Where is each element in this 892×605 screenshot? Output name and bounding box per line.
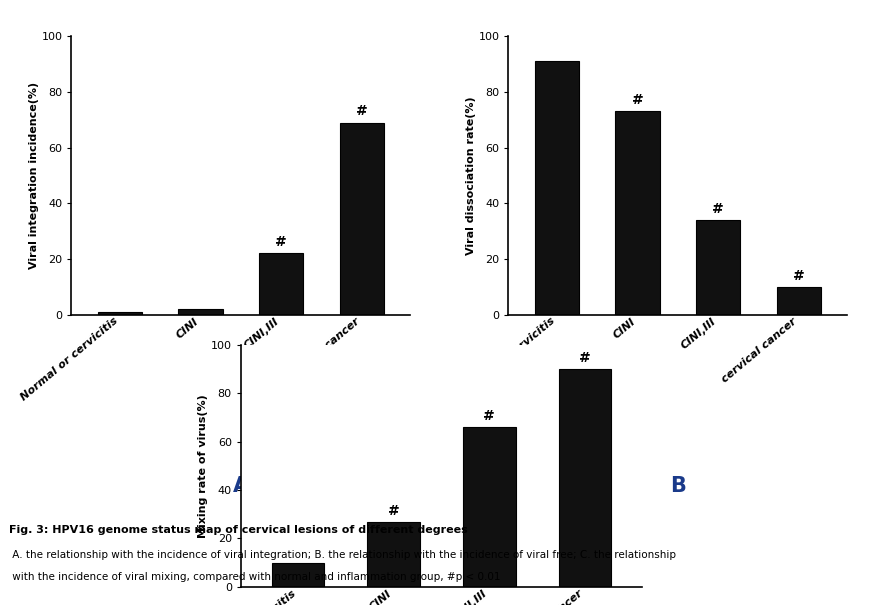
Text: #: # (388, 504, 400, 518)
Text: #: # (579, 352, 591, 365)
Bar (558, 369, 611, 587)
Bar (534, 61, 579, 315)
Y-axis label: Mixing rate of virus(%): Mixing rate of virus(%) (198, 394, 208, 538)
Text: with the incidence of viral mixing, compared with normal and inflammation group,: with the incidence of viral mixing, comp… (9, 572, 500, 582)
Bar (259, 253, 303, 315)
Bar (272, 563, 325, 587)
Y-axis label: Viral integration incidence(%): Viral integration incidence(%) (29, 82, 38, 269)
Bar (615, 111, 660, 315)
Bar (777, 287, 822, 315)
Text: B: B (670, 476, 686, 496)
Bar (97, 312, 142, 315)
Text: #: # (483, 410, 495, 424)
Y-axis label: Viral dissociation rate(%): Viral dissociation rate(%) (466, 96, 475, 255)
Text: #: # (356, 105, 368, 119)
Bar (463, 427, 516, 587)
Text: A: A (233, 476, 249, 496)
Text: #: # (632, 93, 643, 107)
Text: A. the relationship with the incidence of viral integration; B. the relationship: A. the relationship with the incidence o… (9, 549, 676, 560)
Text: Fig. 3: HPV16 genome status map of cervical lesions of different degrees: Fig. 3: HPV16 genome status map of cervi… (9, 525, 467, 535)
Bar (178, 309, 223, 315)
Text: #: # (793, 269, 805, 283)
Bar (340, 123, 384, 315)
Text: #: # (276, 235, 287, 249)
Bar (368, 522, 420, 587)
Text: #: # (713, 202, 724, 216)
Bar (696, 220, 740, 315)
